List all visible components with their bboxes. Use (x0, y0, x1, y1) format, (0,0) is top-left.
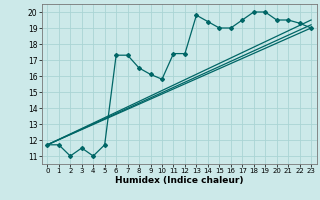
X-axis label: Humidex (Indice chaleur): Humidex (Indice chaleur) (115, 176, 244, 185)
